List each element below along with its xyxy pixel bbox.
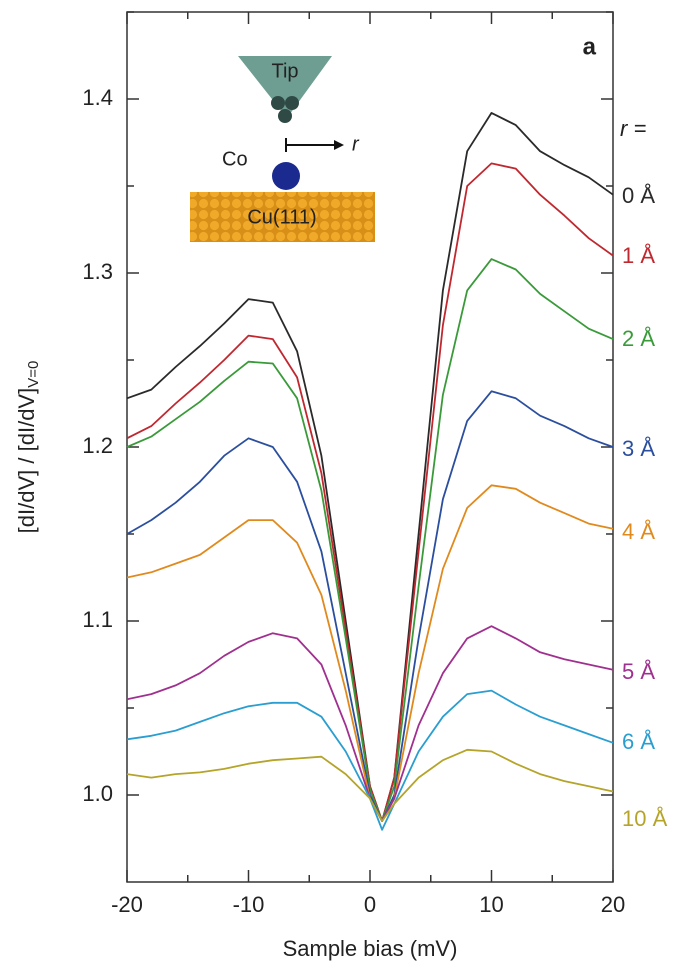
inset-co: Co (222, 148, 248, 170)
y-tick-label: 1.3 (82, 259, 113, 284)
legend-label: 0 Å (622, 183, 655, 208)
legend-label: 3 Å (622, 436, 655, 461)
y-tick-label: 1.1 (82, 607, 113, 632)
panel-label: a (583, 33, 597, 60)
tip-atom (285, 96, 299, 110)
co-atom (272, 162, 300, 190)
series-line (126, 258, 614, 822)
arrow-head (334, 140, 344, 150)
x-tick-label: 0 (364, 892, 376, 917)
inset: Tip Co r Cu(111) (190, 56, 375, 242)
series-line (126, 689, 614, 831)
inset-substrate: Cu(111) (247, 206, 316, 228)
series-line (126, 390, 614, 822)
legend-label: 4 Å (622, 519, 655, 544)
x-tick-label: -20 (111, 892, 143, 917)
plot-frame (126, 11, 614, 883)
legend-label: 6 Å (622, 729, 655, 754)
x-axis-label: Sample bias (mV) (283, 936, 458, 961)
series-line (126, 748, 614, 822)
y-tick-label: 1.4 (82, 85, 113, 110)
x-tick-label: 10 (479, 892, 503, 917)
x-tick-label: 20 (601, 892, 625, 917)
y-tick-label: 1.2 (82, 433, 113, 458)
substrate (190, 192, 375, 242)
legend-label: 2 Å (622, 326, 655, 351)
legend-label: 5 Å (622, 659, 655, 684)
tip-atom (278, 109, 292, 123)
legend-label: 10 Å (622, 806, 668, 831)
legend-title: r = (620, 116, 646, 141)
y-tick-label: 1.0 (82, 781, 113, 806)
legend-label: 1 Å (622, 243, 655, 268)
inset-r: r (352, 133, 360, 155)
y-axis-label: [dI/dV] / [dI/dV]V=0 (14, 361, 42, 534)
tip-atom (271, 96, 285, 110)
x-tick-label: -10 (233, 892, 265, 917)
tip-shape (238, 56, 332, 118)
y-axis-label-main: [dI/dV] / [dI/dV] (14, 388, 39, 534)
inset-tip: Tip (271, 60, 298, 82)
y-axis-label-sub: V=0 (25, 361, 42, 388)
